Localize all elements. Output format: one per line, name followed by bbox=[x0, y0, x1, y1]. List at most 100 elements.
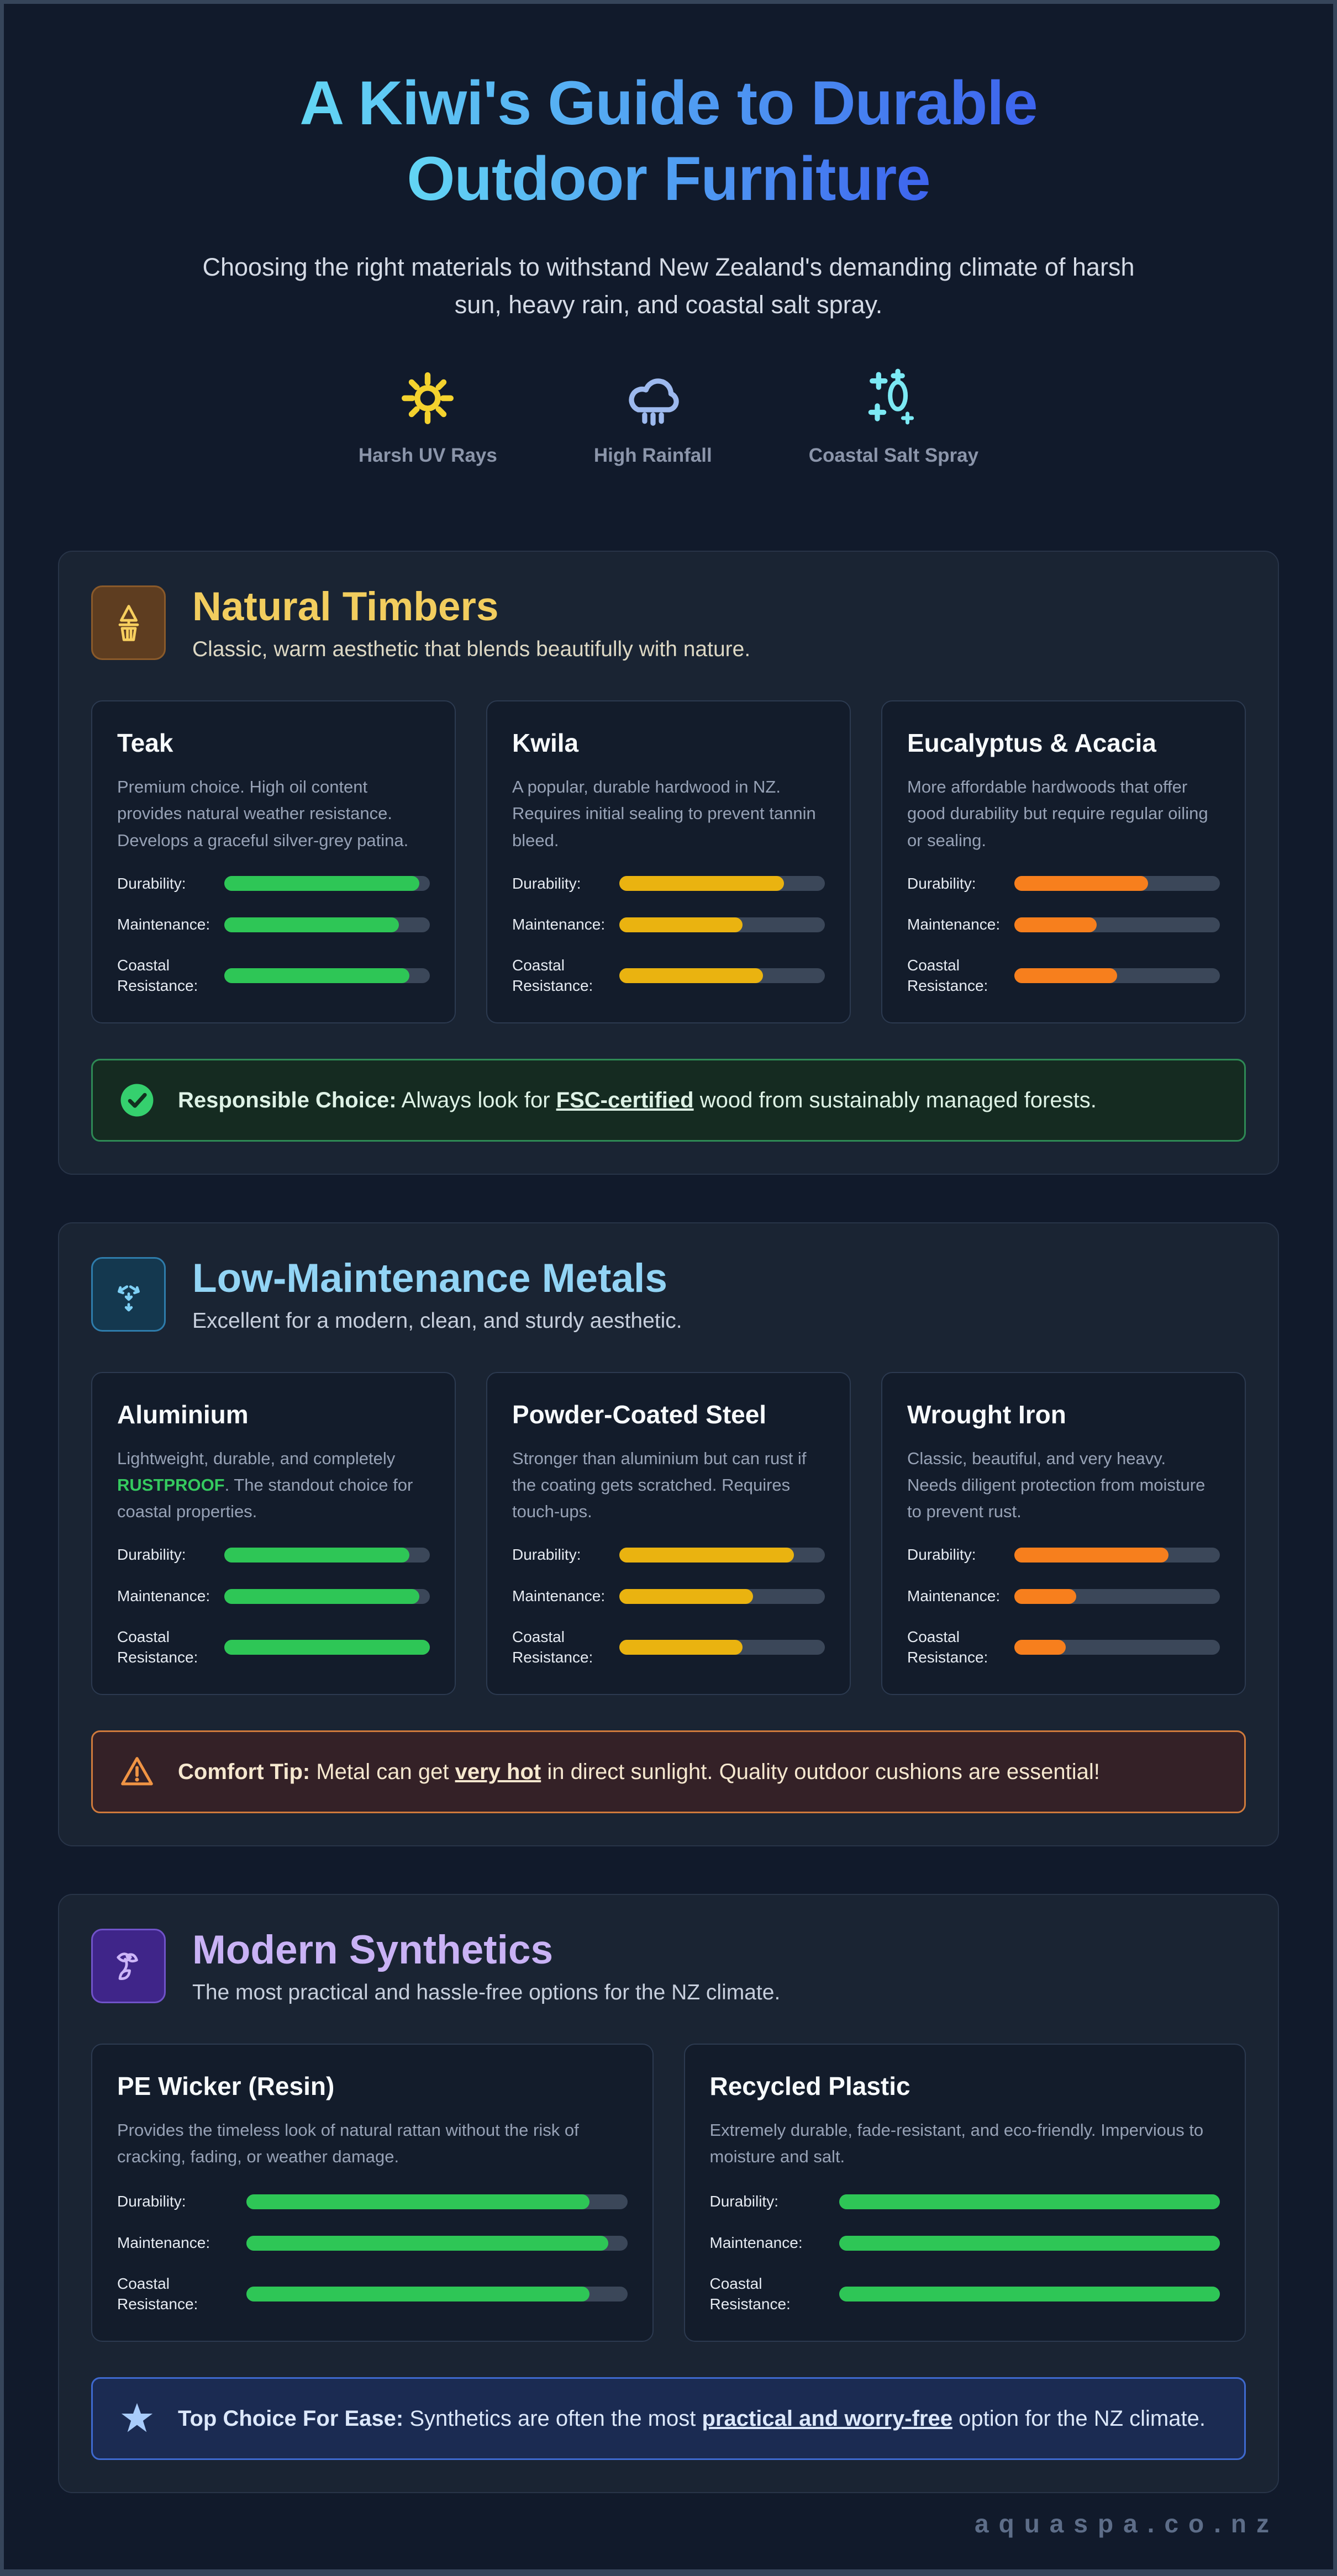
salt-spray-icon bbox=[868, 368, 914, 425]
climate-badge-label: High Rainfall bbox=[593, 445, 712, 467]
rating-row-coastal: Coastal Resistance: bbox=[710, 2274, 1220, 2314]
rating-row-coastal: Coastal Resistance: bbox=[907, 1627, 1220, 1667]
material-description: Provides the timeless look of natural ra… bbox=[117, 2120, 579, 2167]
rating-row-coastal: Coastal Resistance: bbox=[512, 956, 825, 996]
callout-comfort-tip: Comfort Tip: Metal can get very hot in d… bbox=[91, 1730, 1246, 1814]
material-description: Premium choice. High oil content provide… bbox=[117, 777, 409, 850]
callout-responsible-choice: Responsible Choice: Always look for FSC-… bbox=[91, 1059, 1246, 1142]
material-title: Recycled Plastic bbox=[709, 2072, 910, 2101]
durability-bar bbox=[839, 2194, 1220, 2210]
material-description: More affordable hardwoods that offer goo… bbox=[907, 777, 1208, 850]
rating-row-durability: Durability: bbox=[117, 2192, 628, 2211]
durability-bar bbox=[619, 876, 825, 891]
maintenance-bar bbox=[224, 917, 430, 932]
durability-bar bbox=[619, 1548, 825, 1563]
page-title: A Kiwi's Guide to Durable Outdoor Furnit… bbox=[4, 66, 1333, 217]
maintenance-bar bbox=[619, 1588, 825, 1604]
section-header: Low-Maintenance Metals Excellent for a m… bbox=[91, 1255, 1246, 1333]
rain-cloud-icon bbox=[629, 378, 679, 426]
timber-planter-icon bbox=[91, 585, 166, 661]
rating-row-durability: Durability: bbox=[907, 874, 1220, 894]
section-header: Natural Timbers Classic, warm aesthetic … bbox=[91, 584, 1246, 662]
sun-icon bbox=[402, 372, 454, 425]
material-title: Kwila bbox=[512, 729, 579, 758]
rating-row-maintenance: Maintenance: bbox=[512, 915, 825, 935]
coastal-resistance-bar bbox=[619, 968, 825, 984]
section-modern-synthetics: Modern Synthetics The most practical and… bbox=[58, 1894, 1279, 2494]
callout-text: Top Choice For Ease: Synthetics are ofte… bbox=[178, 2406, 1206, 2431]
rating-row-coastal: Coastal Resistance: bbox=[117, 1627, 430, 1667]
page-title-line-1: A Kiwi's Guide to Durable bbox=[299, 68, 1038, 138]
rating-row-coastal: Coastal Resistance: bbox=[512, 1627, 825, 1667]
maintenance-bar bbox=[246, 2235, 628, 2251]
rating-row-durability: Durability: bbox=[117, 874, 430, 894]
section-title: Natural Timbers bbox=[192, 584, 499, 630]
rating-row-coastal: Coastal Resistance: bbox=[117, 2274, 628, 2314]
maintenance-bar bbox=[1014, 1588, 1220, 1604]
material-cards-grid: Aluminium Lightweight, durable, and comp… bbox=[91, 1372, 1246, 1696]
section-subtitle: Excellent for a modern, clean, and sturd… bbox=[192, 1309, 682, 1333]
durability-bar bbox=[224, 876, 430, 891]
rating-row-durability: Durability: bbox=[117, 1545, 430, 1565]
rating-list: Durability: Maintenance: Coastal Resista… bbox=[117, 1525, 430, 1667]
section-title: Modern Synthetics bbox=[192, 1928, 554, 1973]
rating-list: Durability: Maintenance: Coastal Resista… bbox=[907, 854, 1220, 996]
rating-list: Durability: Maintenance: Coastal Resista… bbox=[710, 2172, 1220, 2314]
rating-row-maintenance: Maintenance: bbox=[117, 1586, 430, 1606]
rating-row-coastal: Coastal Resistance: bbox=[117, 956, 430, 996]
section-header: Modern Synthetics The most practical and… bbox=[91, 1927, 1246, 2005]
callout-top-choice: Top Choice For Ease: Synthetics are ofte… bbox=[91, 2377, 1246, 2461]
material-card-kwila: Kwila A popular, durable hardwood in NZ.… bbox=[486, 700, 851, 1024]
section-subtitle: Classic, warm aesthetic that blends beau… bbox=[192, 637, 751, 662]
material-card-aluminium: Aluminium Lightweight, durable, and comp… bbox=[91, 1372, 456, 1696]
coastal-resistance-bar bbox=[619, 1640, 825, 1655]
warning-icon bbox=[121, 1757, 153, 1786]
climate-badges-row: Harsh UV Rays High Rainfall bbox=[4, 366, 1333, 467]
durability-bar bbox=[1014, 1548, 1220, 1563]
material-card-wrought-iron: Wrought Iron Classic, beautiful, and ver… bbox=[881, 1372, 1246, 1696]
material-title: Powder-Coated Steel bbox=[512, 1400, 767, 1429]
rating-row-durability: Durability: bbox=[907, 1545, 1220, 1565]
star-icon bbox=[121, 2403, 153, 2432]
rating-row-maintenance: Maintenance: bbox=[512, 1586, 825, 1606]
rating-row-maintenance: Maintenance: bbox=[907, 1586, 1220, 1606]
material-description: Classic, beautiful, and very heavy. Need… bbox=[907, 1449, 1206, 1522]
footer-brand: aquaspa.co.nz bbox=[975, 2509, 1279, 2538]
rating-row-durability: Durability: bbox=[512, 874, 825, 894]
maintenance-bar bbox=[619, 917, 825, 932]
metal-arrows-icon bbox=[91, 1257, 166, 1332]
material-card-recycled-plastic: Recycled Plastic Extremely durable, fade… bbox=[683, 2044, 1246, 2342]
material-title: Teak bbox=[117, 729, 173, 758]
section-low-maintenance-metals: Low-Maintenance Metals Excellent for a m… bbox=[58, 1222, 1279, 1847]
material-description: A popular, durable hardwood in NZ. Requi… bbox=[512, 777, 816, 850]
durability-bar bbox=[224, 1548, 430, 1563]
rating-list: Durability: Maintenance: Coastal Resista… bbox=[907, 1525, 1220, 1667]
rating-row-durability: Durability: bbox=[512, 1545, 825, 1565]
callout-text: Comfort Tip: Metal can get very hot in d… bbox=[178, 1760, 1100, 1785]
durability-bar bbox=[1014, 876, 1220, 891]
material-cards-grid: PE Wicker (Resin) Provides the timeless … bbox=[91, 2044, 1246, 2342]
page-header: A Kiwi's Guide to Durable Outdoor Furnit… bbox=[4, 4, 1333, 467]
material-cards-grid: Teak Premium choice. High oil content pr… bbox=[91, 700, 1246, 1024]
material-card-powder-coated-steel: Powder-Coated Steel Stronger than alumin… bbox=[486, 1372, 851, 1696]
rating-row-durability: Durability: bbox=[710, 2192, 1220, 2211]
material-description: Stronger than aluminium but can rust if … bbox=[512, 1449, 807, 1522]
material-title: Wrought Iron bbox=[907, 1400, 1066, 1429]
material-title: Aluminium bbox=[117, 1400, 249, 1429]
section-natural-timbers: Natural Timbers Classic, warm aesthetic … bbox=[58, 551, 1279, 1175]
maintenance-bar bbox=[224, 1588, 430, 1604]
coastal-resistance-bar bbox=[224, 1640, 430, 1655]
material-description: Lightweight, durable, and completely RUS… bbox=[117, 1449, 413, 1522]
rating-list: Durability: Maintenance: Coastal Resista… bbox=[117, 854, 430, 996]
page-title-line-2: Outdoor Furniture bbox=[407, 144, 930, 213]
durability-bar bbox=[246, 2194, 628, 2210]
material-card-eucalyptus-acacia: Eucalyptus & Acacia More affordable hard… bbox=[881, 700, 1246, 1024]
material-card-teak: Teak Premium choice. High oil content pr… bbox=[91, 700, 456, 1024]
maintenance-bar bbox=[1014, 917, 1220, 932]
coastal-resistance-bar bbox=[1014, 968, 1220, 984]
climate-badge-label: Harsh UV Rays bbox=[358, 445, 497, 467]
climate-badge-uv: Harsh UV Rays bbox=[359, 366, 497, 467]
rating-row-maintenance: Maintenance: bbox=[907, 915, 1220, 935]
rating-list: Durability: Maintenance: Coastal Resista… bbox=[117, 2172, 628, 2314]
